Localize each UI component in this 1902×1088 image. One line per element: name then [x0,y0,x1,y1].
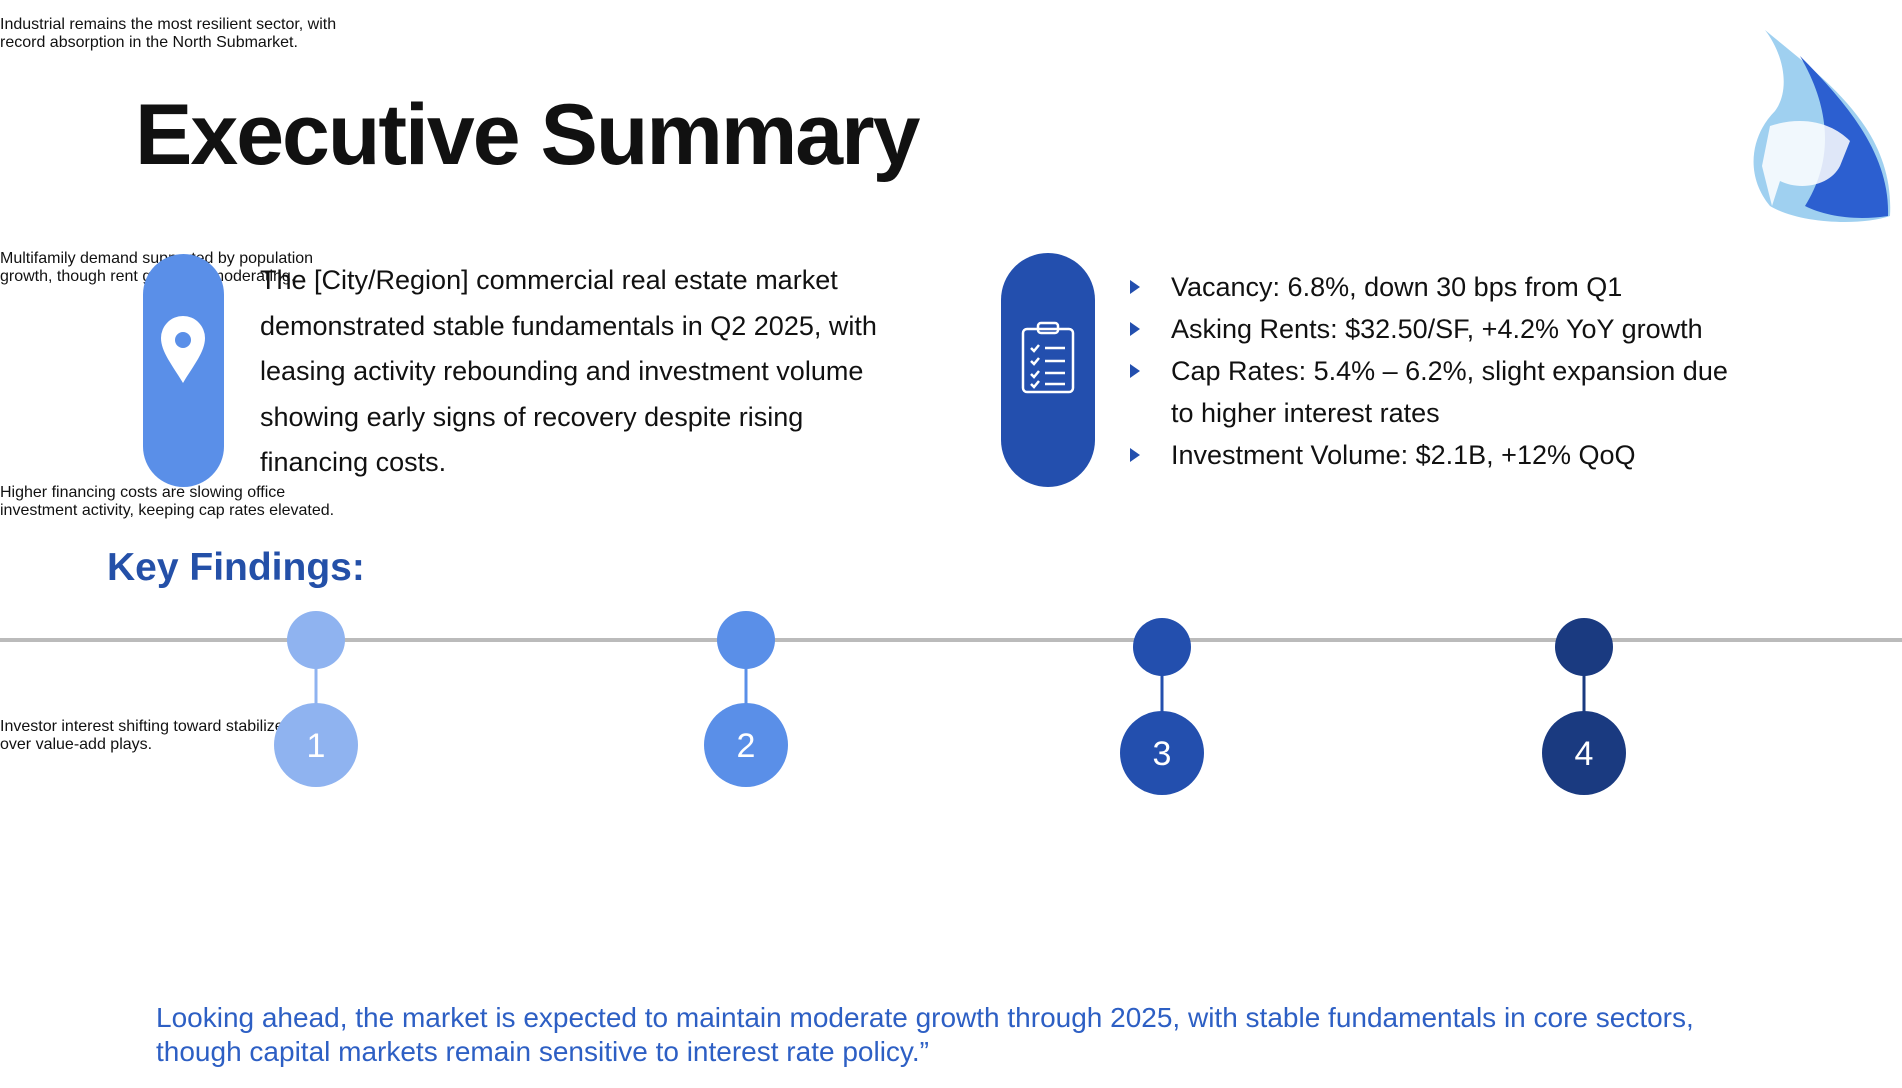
metrics-list: Vacancy: 6.8%, down 30 bps from Q1 Asking… [1130,266,1750,476]
metric-item: Investment Volume: $2.1B, +12% QoQ [1130,434,1750,476]
clipboard-pill [1001,253,1095,487]
pin-icon [161,316,205,383]
logo [1753,30,1891,222]
clipboard-icon [1021,321,1075,394]
metric-item: Cap Rates: 5.4% – 6.2%, slight expansion… [1130,350,1750,434]
finding-text: Higher financing costs are slowing offic… [0,484,335,519]
slide: Executive Summary The [City/Region] comm… [0,16,1902,1088]
finding-card: Industrial remains the most resilient se… [0,16,346,234]
finding-card: Investor interest shifting toward stabil… [0,718,346,936]
pin-hole [175,332,191,348]
decoration [0,30,1902,642]
title: Executive Summary [135,87,920,183]
finding-text: Investor interest shifting toward stabil… [0,718,344,753]
metric-item: Asking Rents: $32.50/SF, +4.2% YoY growt… [1130,308,1750,350]
section-heading: Key Findings: [107,546,365,589]
metric-item: Vacancy: 6.8%, down 30 bps from Q1 [1130,266,1750,308]
summary-text: The [City/Region] commercial real estate… [260,265,877,477]
finding-text: Industrial remains the most resilient se… [0,16,337,51]
footer-text: Looking ahead, the market is expected to… [156,1002,1694,1067]
finding-card: Higher financing costs are slowing offic… [0,484,346,702]
findings: Industrial remains the most resilient se… [0,16,1902,936]
